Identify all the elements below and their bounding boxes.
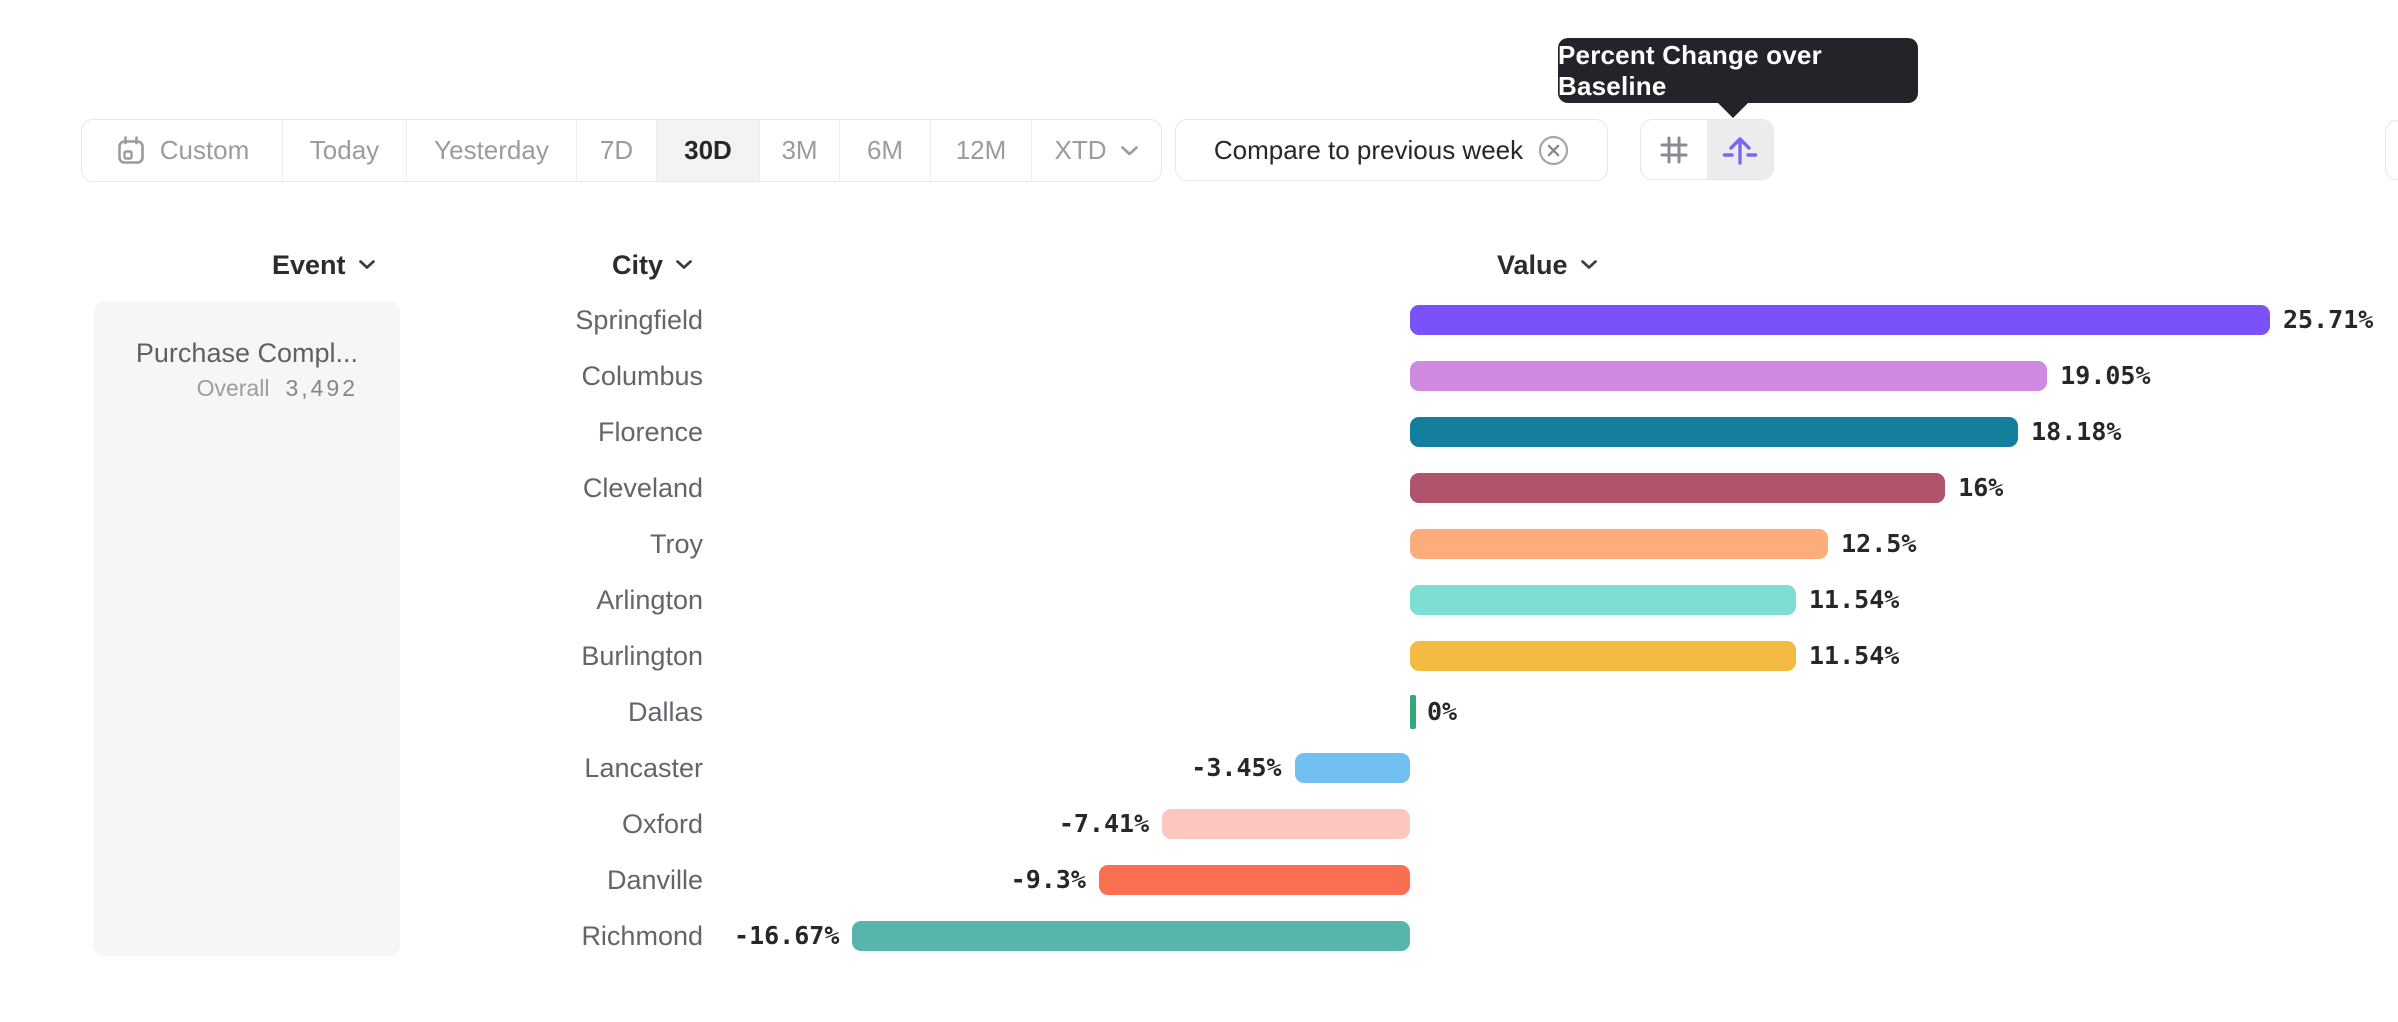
date-range-today[interactable]: Today (283, 120, 407, 181)
event-card[interactable]: Purchase Compl... Overall 3,492 (94, 301, 400, 956)
chart-row: Richmond -16.67% (0, 908, 2398, 964)
percent-change-baseline-toggle[interactable] (1707, 120, 1773, 179)
chart-row: Columbus 19.05% (0, 348, 2398, 404)
value-label: 11.54% (1809, 585, 1900, 614)
date-range-3m[interactable]: 3M (760, 120, 840, 181)
value-bar[interactable] (1410, 417, 2019, 447)
date-range-7d[interactable]: 7D (577, 120, 657, 181)
value-bar[interactable] (1410, 361, 2048, 391)
overall-value: 3,492 (285, 375, 358, 401)
value-bar[interactable] (1098, 865, 1410, 895)
city-label: Florence (597, 417, 703, 447)
tooltip-percent-change: Percent Change over Baseline (1558, 38, 1918, 118)
chart-row: Arlington 11.54% (0, 572, 2398, 628)
column-header-event[interactable]: Event (272, 248, 376, 282)
chart-row: Danville -9.3% (0, 852, 2398, 908)
value-label: 18.18% (2031, 417, 2122, 446)
city-label: Troy (650, 529, 703, 559)
city-label: Springfield (575, 305, 703, 335)
chart-row: Springfield 25.71% (0, 292, 2398, 348)
date-range-custom[interactable]: Custom (82, 120, 283, 181)
value-bar[interactable] (1410, 473, 1946, 503)
city-label: Arlington (596, 585, 703, 615)
chart-row: Oxford -7.41% (0, 796, 2398, 852)
tooltip-caret (1718, 103, 1748, 118)
column-header-value[interactable]: Value (1497, 248, 1598, 282)
compare-to-previous-week-button[interactable]: Compare to previous week (1175, 119, 1608, 181)
calendar-icon (115, 135, 147, 167)
city-label: Burlington (581, 641, 703, 671)
value-label: 16% (1958, 473, 2004, 502)
city-label: Columbus (581, 361, 703, 391)
remove-comparison-icon[interactable] (1538, 135, 1569, 166)
city-label: Oxford (621, 809, 703, 839)
value-bar[interactable] (1410, 641, 1796, 671)
value-label: 19.05% (2060, 361, 2151, 390)
tooltip-text: Percent Change over Baseline (1558, 39, 1822, 101)
chart-row: Burlington 11.54% (0, 628, 2398, 684)
value-bar[interactable] (1410, 305, 2270, 335)
column-header-city[interactable]: City (612, 248, 693, 282)
city-label: Lancaster (584, 753, 703, 783)
value-bar[interactable] (1410, 695, 1416, 729)
city-label: Richmond (581, 921, 703, 951)
date-range-12m[interactable]: 12M (931, 120, 1032, 181)
chart-row: Troy 12.5% (0, 516, 2398, 572)
chevron-down-icon (358, 259, 376, 271)
value-bar[interactable] (1162, 809, 1410, 839)
value-bar[interactable] (1410, 529, 1829, 559)
event-name: Purchase Compl... (135, 338, 358, 368)
event-overall: Overall 3,492 (136, 375, 358, 402)
city-label: Danville (606, 865, 703, 895)
edge-clipped-button[interactable] (2385, 120, 2398, 180)
value-bar[interactable] (1294, 753, 1410, 783)
chart-row: Cleveland 16% (0, 460, 2398, 516)
city-label: Dallas (627, 697, 703, 727)
value-mode-toggle (1640, 119, 1774, 180)
date-range-30d[interactable]: 30D (657, 120, 760, 181)
chart-row: Lancaster -3.45% (0, 740, 2398, 796)
date-range-yesterday[interactable]: Yesterday (407, 120, 577, 181)
baseline-arrow-icon (1721, 131, 1759, 169)
city-label: Cleveland (582, 473, 703, 503)
hash-icon (1657, 133, 1691, 167)
chevron-down-icon (675, 259, 693, 271)
date-range-6m[interactable]: 6M (840, 120, 931, 181)
chevron-down-icon (1120, 145, 1139, 157)
date-range-xtd[interactable]: XTD (1032, 120, 1161, 181)
value-label: 11.54% (1809, 641, 1900, 670)
chart-row: Florence 18.18% (0, 404, 2398, 460)
value-bar[interactable] (852, 921, 1410, 951)
value-bar[interactable] (1410, 585, 1796, 615)
value-label: -3.45% (1191, 753, 1282, 782)
value-label: -16.67% (734, 921, 840, 950)
value-label: -7.41% (1058, 809, 1150, 838)
absolute-numbers-toggle[interactable] (1641, 120, 1707, 179)
date-range-custom-label: Custom (159, 135, 250, 165)
value-label: 0% (1427, 697, 1458, 726)
chevron-down-icon (1580, 259, 1598, 271)
overall-label: Overall (196, 375, 270, 401)
date-range-toolbar: Custom Today Yesterday 7D 30D 3M 6M 12M … (81, 119, 1162, 182)
compare-label: Compare to previous week (1213, 134, 1524, 165)
chart-row: Dallas 0% (0, 684, 2398, 740)
value-label: 25.71% (2283, 305, 2374, 334)
value-label: -9.3% (1010, 865, 1086, 894)
value-label: 12.5% (1841, 529, 1917, 558)
